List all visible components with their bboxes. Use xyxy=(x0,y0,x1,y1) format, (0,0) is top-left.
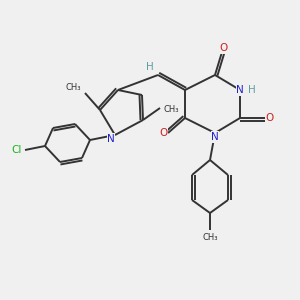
Text: Cl: Cl xyxy=(12,145,22,155)
Text: N: N xyxy=(211,132,219,142)
Text: CH₃: CH₃ xyxy=(202,232,218,242)
Text: O: O xyxy=(159,128,167,138)
Text: O: O xyxy=(220,43,228,53)
Text: N: N xyxy=(107,134,115,144)
Text: H: H xyxy=(146,62,154,72)
Text: N: N xyxy=(236,85,244,95)
Text: O: O xyxy=(266,113,274,123)
Text: CH₃: CH₃ xyxy=(164,106,179,115)
Text: H: H xyxy=(248,85,256,95)
Text: CH₃: CH₃ xyxy=(65,83,81,92)
